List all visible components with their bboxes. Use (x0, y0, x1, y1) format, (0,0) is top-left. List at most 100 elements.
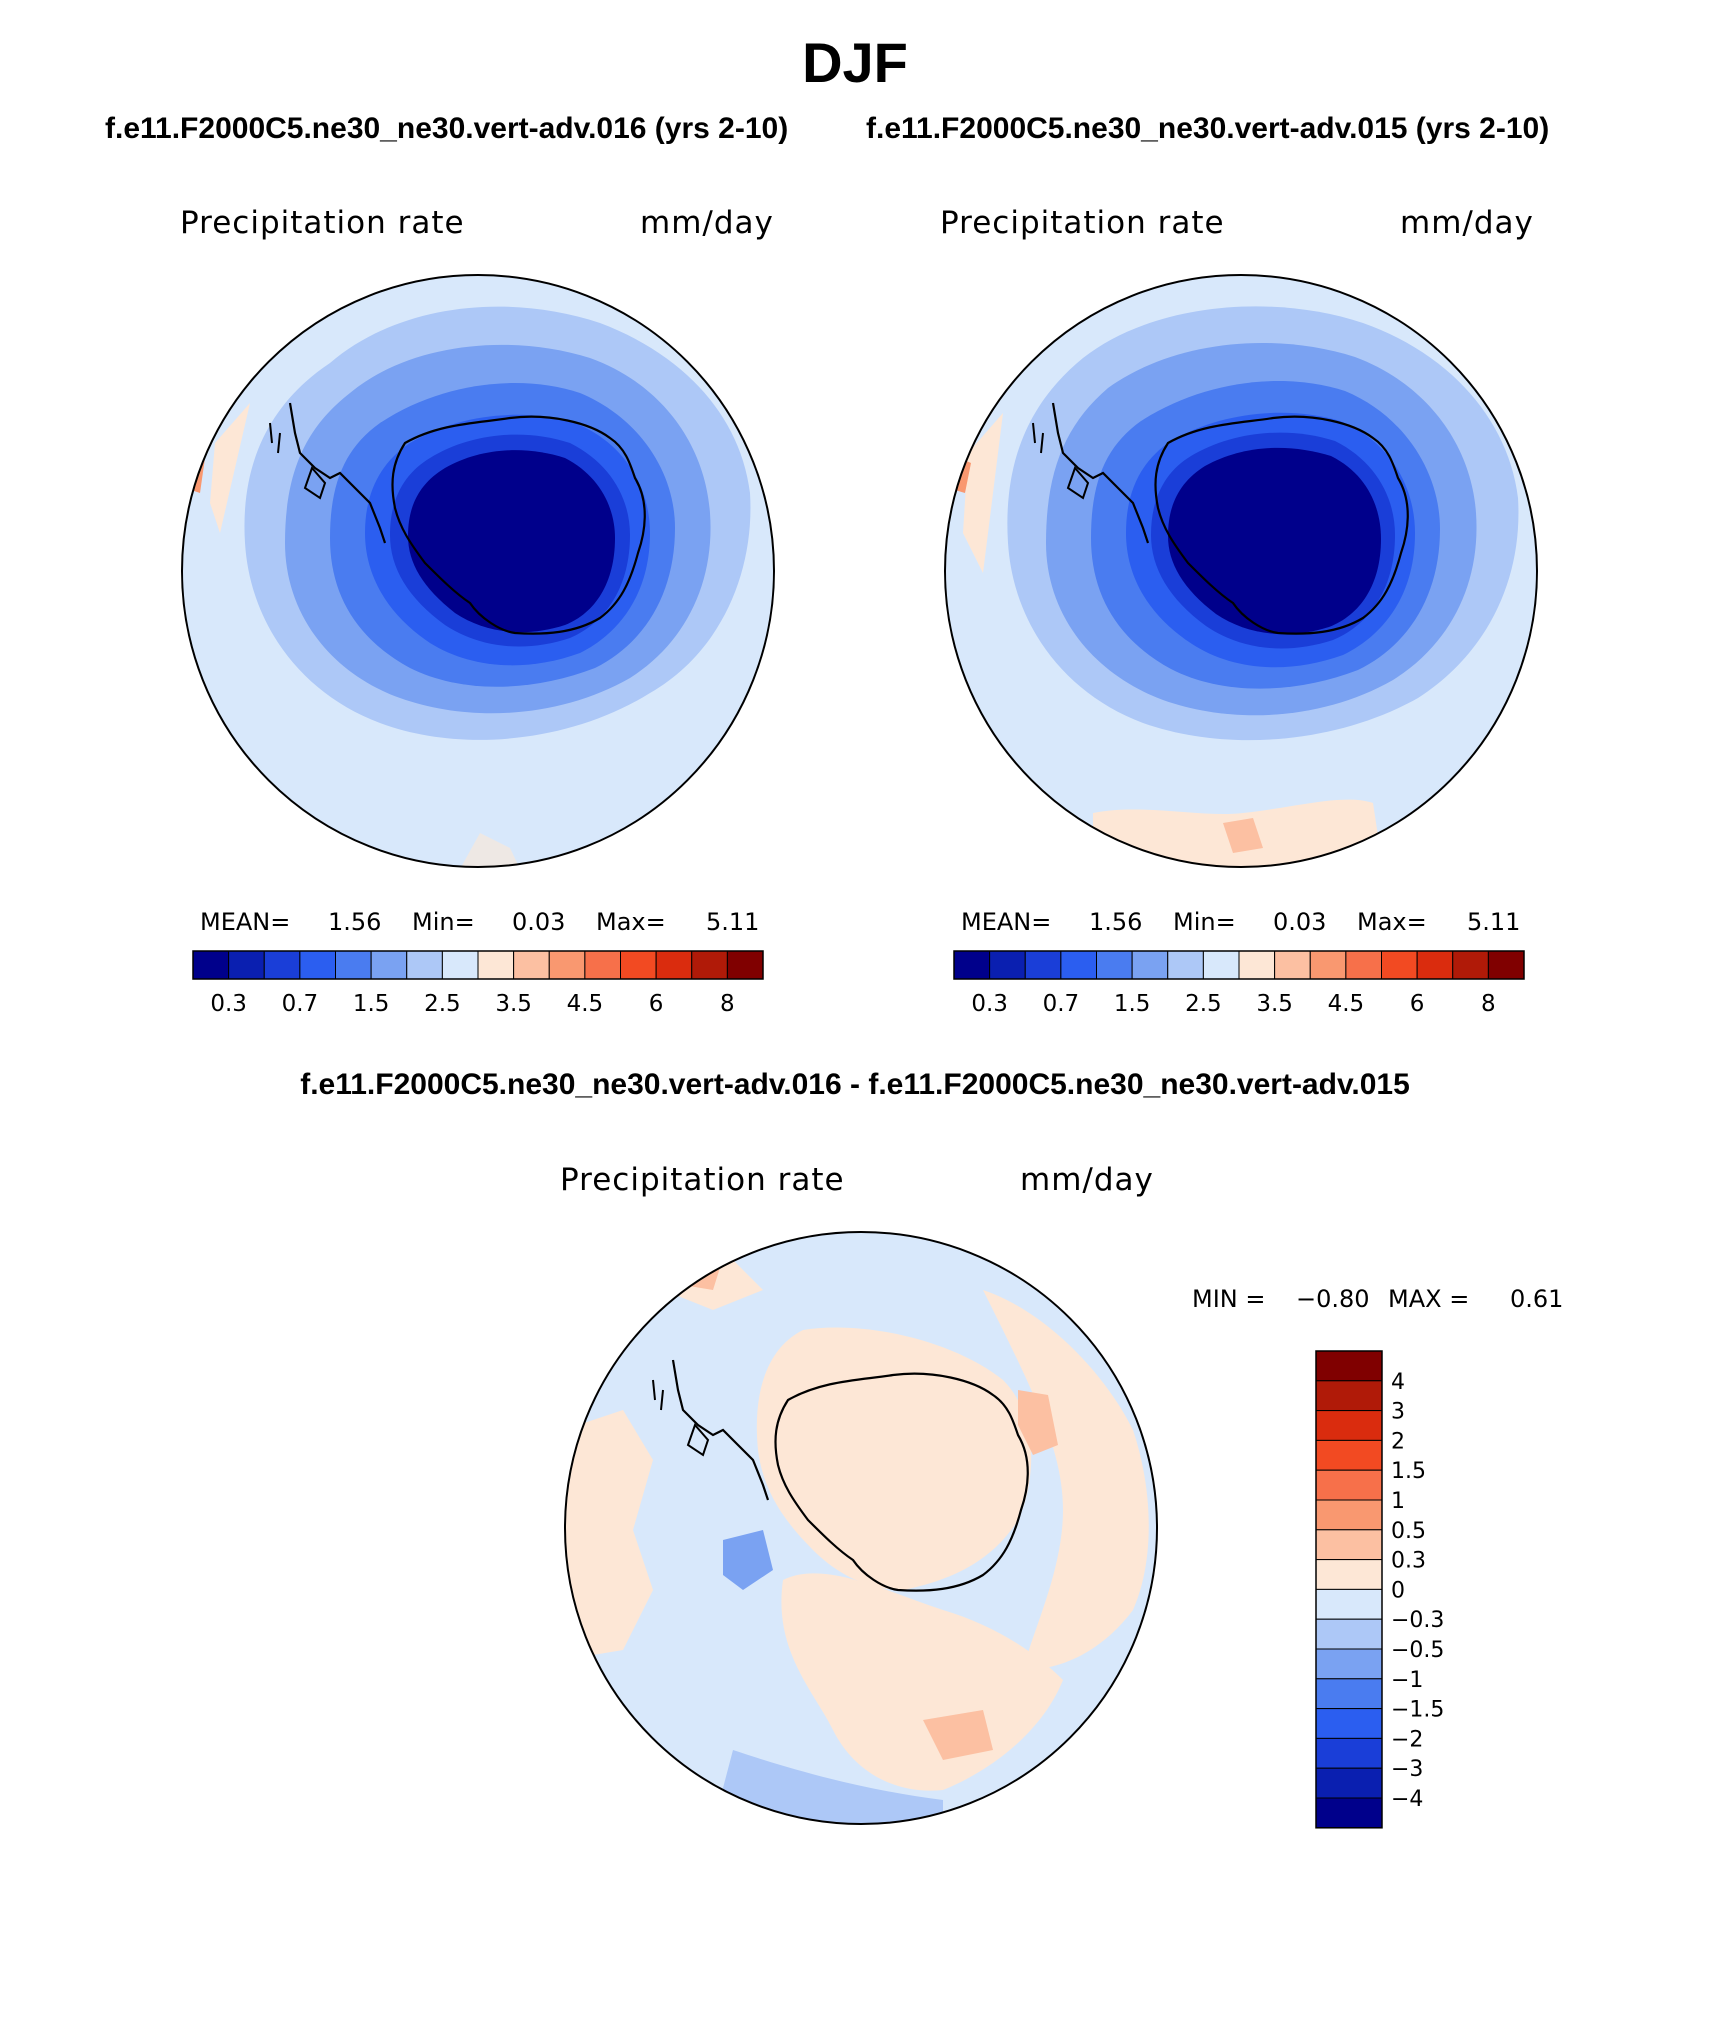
colorbar-difference-swatch (1315, 1559, 1383, 1590)
colorbar-left-tick-label: 4.5 (567, 991, 604, 1017)
colorbar-right-tick-label: 0.7 (1043, 991, 1080, 1017)
colorbar-difference-label: −0.5 (1391, 1638, 1444, 1663)
colorbar-right-swatch (1060, 950, 1097, 980)
colorbar-right-tick-label: 3.5 (1256, 991, 1293, 1017)
colorbar-difference-swatch (1315, 1469, 1383, 1501)
colorbar-right-swatch (1274, 950, 1311, 980)
units-label-diff: mm/day (1020, 1162, 1154, 1198)
colorbar-difference-label: 2 (1391, 1429, 1405, 1454)
max-label-right: Max= (1357, 908, 1427, 936)
difference-title: f.e11.F2000C5.ne30_ne30.vert-adv.016 - f… (300, 1068, 1410, 1101)
colorbar-left-swatch (691, 950, 728, 980)
colorbar-difference-swatch (1315, 1767, 1383, 1799)
colorbar-left-swatch (726, 950, 764, 980)
units-label-right: mm/day (1400, 205, 1534, 241)
min-label-right: Min= (1173, 908, 1236, 936)
colorbar-difference-swatch (1315, 1529, 1383, 1561)
mean-value-right: 1.56 (1089, 908, 1143, 936)
colorbar-difference-swatch (1315, 1380, 1383, 1412)
colorbar-right-swatch (1024, 950, 1062, 980)
colorbar-difference-label: 4 (1391, 1370, 1405, 1395)
colorbar-difference-label: 0 (1391, 1578, 1405, 1603)
page-title: DJF (802, 31, 908, 94)
colorbar-right-swatch (1238, 950, 1276, 980)
colorbar-left-swatch (584, 950, 621, 980)
colorbar-difference-label: 3 (1391, 1400, 1405, 1425)
diff-max-value: 0.61 (1510, 1285, 1564, 1313)
colorbar-right-swatch (1202, 950, 1240, 980)
min-value-right: 0.03 (1273, 908, 1327, 936)
colorbar-left-swatch (335, 950, 372, 980)
colorbar-right-tick-label: 8 (1481, 991, 1496, 1017)
colorbar-right-swatch (989, 950, 1026, 980)
colorbar-right-swatch (1487, 950, 1525, 980)
colorbar-left-tick-label: 0.7 (282, 991, 319, 1017)
colorbar-difference-swatch (1315, 1350, 1383, 1382)
colorbar-difference-label: −2 (1391, 1727, 1423, 1752)
colorbar-left-tick-label: 2.5 (424, 991, 461, 1017)
colorbar-left-swatch (192, 950, 230, 980)
polar-map-right (944, 274, 1538, 868)
units-label-left: mm/day (640, 205, 774, 241)
colorbar-left-swatch (228, 950, 265, 980)
colorbar-difference-label: −4 (1391, 1787, 1423, 1812)
polar-map-difference (564, 1231, 1158, 1825)
colorbar-difference-swatch (1315, 1737, 1383, 1769)
max-value-left: 5.11 (706, 908, 760, 936)
colorbar-right-swatch (1167, 950, 1204, 980)
max-value-right: 5.11 (1467, 908, 1521, 936)
colorbar-right-tick-label: 6 (1410, 991, 1425, 1017)
colorbar-difference-label: −0.3 (1391, 1608, 1444, 1633)
colorbar-difference-swatch (1315, 1499, 1383, 1531)
colorbar-right-swatch (1416, 950, 1454, 980)
colorbar-right-swatch (1345, 950, 1382, 980)
colorbar-left-tick-label: 1.5 (353, 991, 390, 1017)
colorbar-difference-label: −1.5 (1391, 1698, 1444, 1723)
colorbar-difference-label: 1.5 (1391, 1459, 1426, 1484)
colorbar-left-swatch (477, 950, 515, 980)
colorbar-left-tick-label: 3.5 (495, 991, 532, 1017)
colorbar-difference-swatch (1315, 1410, 1383, 1441)
mean-label-left: MEAN= (200, 908, 291, 936)
colorbar-left-swatch (655, 950, 693, 980)
colorbar-left-swatch (548, 950, 586, 980)
colorbar-left-tick-label: 8 (720, 991, 735, 1017)
colorbar-right-tick-label: 4.5 (1328, 991, 1365, 1017)
colorbar-difference-swatch (1315, 1439, 1383, 1471)
colorbar-difference-swatch (1315, 1588, 1383, 1620)
colorbar-difference-swatch (1315, 1678, 1383, 1710)
min-value-left: 0.03 (512, 908, 566, 936)
colorbar-difference-label: 0.5 (1391, 1519, 1426, 1544)
colorbar-left-swatch (441, 950, 479, 980)
mean-label-right: MEAN= (961, 908, 1052, 936)
colorbar-difference-swatch (1315, 1648, 1383, 1680)
colorbar-right-tick-label: 1.5 (1114, 991, 1151, 1017)
colorbar-difference-label: −3 (1391, 1757, 1423, 1782)
colorbar-right-swatch (1096, 950, 1133, 980)
colorbar-right-tick-label: 2.5 (1185, 991, 1222, 1017)
colorbar-difference-swatch (1315, 1708, 1383, 1739)
case-title-right: f.e11.F2000C5.ne30_ne30.vert-adv.015 (yr… (866, 112, 1550, 145)
colorbar-right-swatch (1131, 950, 1169, 980)
colorbar-left-swatch (513, 950, 550, 980)
colorbar-right: 0.3 0.7 1.5 2.5 3.5 4.5 6 8 (953, 950, 1525, 1017)
colorbar-left-tick-label: 6 (649, 991, 664, 1017)
variable-label-right: Precipitation rate (940, 205, 1225, 241)
colorbar-difference-swatch (1315, 1797, 1383, 1829)
diff-min-value: −0.80 (1296, 1285, 1370, 1313)
colorbar-difference: 4 3 2 1.5 1 0.5 0.3 0 −0.3 −0.5 −1 −1.5 −2 −3 −4 (1315, 1350, 1444, 1829)
colorbar-left-swatch (370, 950, 408, 980)
colorbar-left-swatch (263, 950, 301, 980)
colorbar-right-swatch (1381, 950, 1418, 980)
mean-value-left: 1.56 (328, 908, 382, 936)
colorbar-right-swatch (1452, 950, 1489, 980)
colorbar-right-tick-label: 0.3 (971, 991, 1008, 1017)
variable-label-diff: Precipitation rate (560, 1162, 845, 1198)
colorbar-left-tick-label: 0.3 (210, 991, 247, 1017)
min-label-left: Min= (412, 908, 475, 936)
colorbar-difference-label: 1 (1391, 1489, 1405, 1514)
diff-min-label: MIN = (1192, 1285, 1266, 1313)
colorbar-left-swatch (406, 950, 443, 980)
colorbar-difference-swatch (1315, 1618, 1383, 1650)
colorbar-difference-label: −1 (1391, 1668, 1423, 1693)
